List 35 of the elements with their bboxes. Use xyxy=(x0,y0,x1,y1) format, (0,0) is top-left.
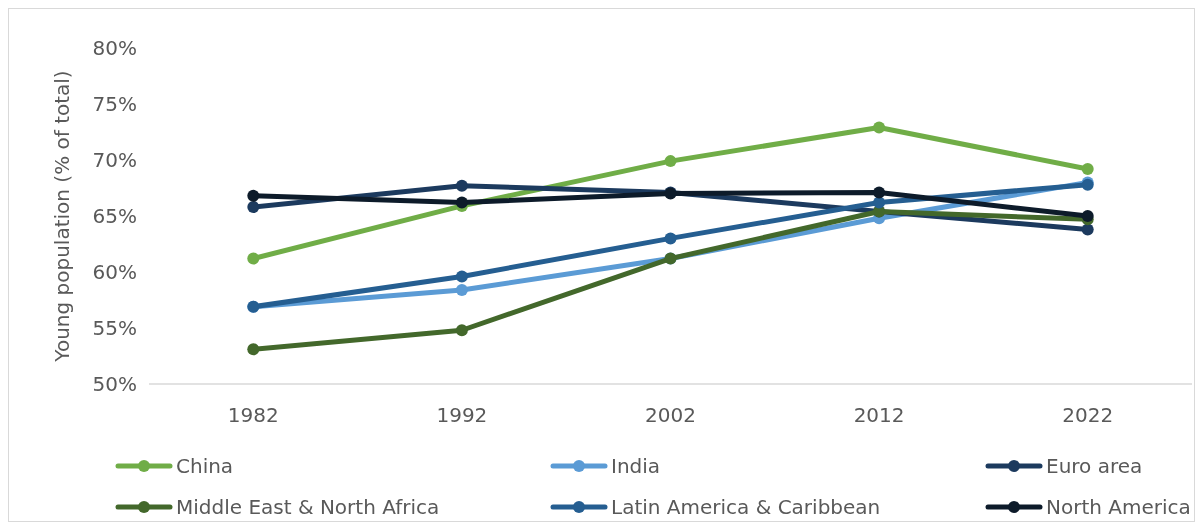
point xyxy=(664,155,677,168)
point xyxy=(247,189,260,202)
legend-label: Latin America & Caribbean xyxy=(611,495,881,519)
point xyxy=(455,179,468,192)
y-tick-label: 65% xyxy=(92,204,137,228)
legend-label: China xyxy=(176,454,234,478)
point xyxy=(664,232,677,245)
x-tick-label: 1992 xyxy=(436,403,488,427)
point xyxy=(1081,223,1094,236)
y-tick-label: 75% xyxy=(92,92,137,116)
point xyxy=(247,201,260,214)
x-tick-label: 2012 xyxy=(853,403,905,427)
x-tick-label: 1982 xyxy=(227,403,279,427)
point xyxy=(455,283,468,296)
point xyxy=(1081,162,1094,175)
point xyxy=(455,324,468,337)
legend-label: India xyxy=(611,454,661,478)
y-tick-label: 60% xyxy=(92,260,137,284)
point xyxy=(873,121,886,134)
y-tick-label: 55% xyxy=(92,316,137,340)
point xyxy=(247,252,260,265)
y-tick-label: 50% xyxy=(92,372,137,396)
point xyxy=(455,270,468,283)
point xyxy=(873,186,886,199)
legend-label: Euro area xyxy=(1046,454,1143,478)
y-axis-title: Young population (% of total) xyxy=(50,70,74,363)
y-tick-label: 70% xyxy=(92,148,137,172)
point xyxy=(873,196,886,209)
legend-label: Middle East & North Africa xyxy=(176,495,440,519)
legend-label: North America xyxy=(1046,495,1191,519)
point xyxy=(247,343,260,356)
point xyxy=(1081,210,1094,222)
x-tick-label: 2002 xyxy=(645,403,696,427)
x-tick-label: 2022 xyxy=(1062,403,1114,427)
y-tick-label: 80% xyxy=(92,36,137,60)
